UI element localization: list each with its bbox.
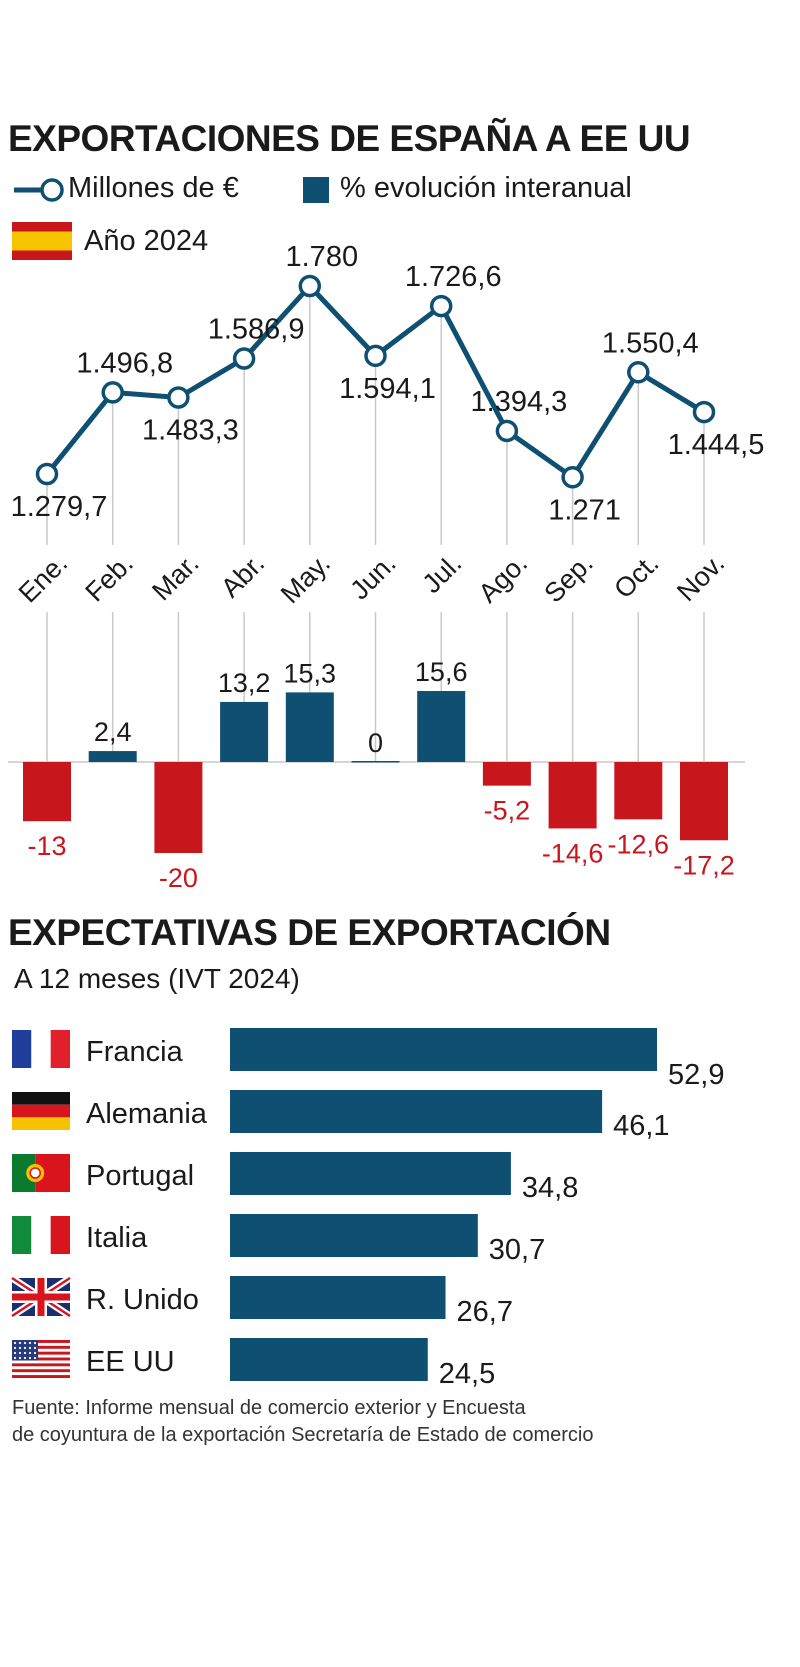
bar-value-label: -17,2: [673, 850, 735, 880]
bar-abr: [220, 701, 269, 762]
bar-value-label: 0: [368, 728, 383, 758]
hbar-alemania: [230, 1090, 603, 1133]
year-legend-label: Año 2024: [84, 225, 209, 257]
bar-legend-label: % evolución interanual: [340, 172, 632, 204]
line-point: [298, 274, 322, 298]
month-label: Feb.: [80, 548, 139, 607]
line-point: [167, 386, 190, 409]
bar-ago: [482, 762, 531, 786]
line-value-label: 1.271: [548, 494, 621, 526]
usa-flag-icon: [12, 1340, 70, 1378]
source-line-1: Fuente: Informe mensual de comercio exte…: [12, 1397, 526, 1419]
country-label: Alemania: [86, 1098, 208, 1130]
hbar-runido: [230, 1276, 446, 1319]
month-label: Jul.: [417, 548, 468, 599]
france-flag-icon: [12, 1030, 70, 1068]
hbar-value-label: 26,7: [457, 1296, 513, 1328]
bar-legend-icon: [303, 177, 329, 203]
bar-nov: [680, 762, 728, 841]
bar-feb: [88, 751, 137, 762]
line-value-label: 1.496,8: [76, 347, 173, 379]
month-label: Nov.: [671, 548, 730, 607]
line-point: [364, 344, 387, 368]
bar-sep: [548, 762, 597, 829]
line-point: [101, 381, 124, 404]
portugal-flag-icon: [12, 1154, 70, 1192]
month-label: Ene.: [13, 548, 73, 608]
line-value-label: 1.726,6: [405, 261, 502, 293]
hbar-value-label: 34,8: [522, 1172, 578, 1204]
line-bar-chart: Ene. Feb. Mar. Abr. May. Jun. Jul. Ago. Sep. Oct.…: [8, 241, 765, 893]
line-value-label: 1.550,4: [602, 327, 699, 359]
expectations-title: EXPECTATIVAS DE EXPORTACIÓN: [8, 912, 611, 953]
line-value-label: 1.586,9: [208, 314, 305, 346]
month-label: Mar.: [146, 548, 204, 606]
month-label: Jun.: [344, 548, 401, 605]
bar-value-label: -5,2: [484, 796, 531, 826]
horizontal-bar-chart: Francia 52,9 Alemania 46,1 Portugal 34,8 Itali…: [10, 1028, 724, 1390]
line-point: [627, 361, 650, 384]
source-line-2: de coyuntura de la exportación Secretarí…: [12, 1424, 594, 1446]
line-value-label: 1.279,7: [11, 491, 108, 523]
bar-value-label: 15,6: [415, 657, 468, 687]
line-value-label: 1.594,1: [339, 373, 436, 405]
line-value-label: 1.394,3: [471, 386, 568, 418]
hbar-value-label: 30,7: [489, 1234, 545, 1266]
line-point: [429, 294, 453, 318]
country-label: Francia: [86, 1036, 184, 1068]
bar-value-label: -12,6: [608, 829, 670, 859]
bar-value-label: 13,2: [218, 668, 271, 698]
hbar-value-label: 24,5: [439, 1358, 495, 1390]
hbar-value-label: 52,9: [668, 1059, 724, 1091]
line-legend-icon: [14, 178, 64, 202]
month-label: Abr.: [215, 548, 270, 603]
line-point: [692, 400, 716, 424]
line-value-label: 1.780: [286, 241, 359, 273]
line-value-label: 1.444,5: [668, 429, 765, 461]
bar-value-label: -20: [159, 863, 198, 893]
bar-oct: [614, 762, 663, 820]
spain-flag-icon: [12, 222, 72, 260]
bar-ene: [23, 762, 71, 822]
germany-flag-icon: [12, 1092, 70, 1130]
month-label: Ago.: [473, 548, 533, 608]
line-point: [35, 462, 59, 486]
hbar-value-label: 46,1: [613, 1110, 669, 1142]
bar-jun: [351, 761, 400, 763]
line-point: [495, 419, 519, 443]
hbar-eeuu: [230, 1338, 428, 1381]
bar-value-label: -13: [27, 831, 66, 861]
country-label: Italia: [86, 1222, 148, 1254]
italy-flag-icon: [12, 1216, 70, 1254]
bar-jul: [417, 691, 466, 762]
bar-value-label: 15,3: [284, 658, 337, 688]
hbar-italia: [230, 1214, 478, 1257]
month-label: May.: [275, 548, 336, 609]
line-point: [232, 347, 256, 370]
bar-may: [285, 692, 334, 762]
country-label: R. Unido: [86, 1284, 199, 1316]
hbar-portugal: [230, 1152, 511, 1195]
country-label: EE UU: [86, 1346, 175, 1378]
line-point: [561, 466, 584, 489]
uk-flag-icon: [10, 1275, 72, 1319]
bar-mar: [154, 762, 203, 853]
line-legend-label: Millones de €: [68, 172, 239, 204]
month-label: Oct.: [608, 548, 664, 604]
month-label: Sep.: [538, 548, 598, 608]
bar-value-label: 2,4: [94, 717, 132, 747]
hbar-francia: [230, 1028, 657, 1071]
bar-value-label: -14,6: [542, 838, 604, 868]
chart-title: EXPORTACIONES DE ESPAÑA A EE UU: [8, 118, 691, 159]
line-value-label: 1.483,3: [142, 414, 239, 446]
country-label: Portugal: [86, 1160, 194, 1192]
expectations-subtitle: A 12 meses (IVT 2024): [14, 963, 300, 994]
